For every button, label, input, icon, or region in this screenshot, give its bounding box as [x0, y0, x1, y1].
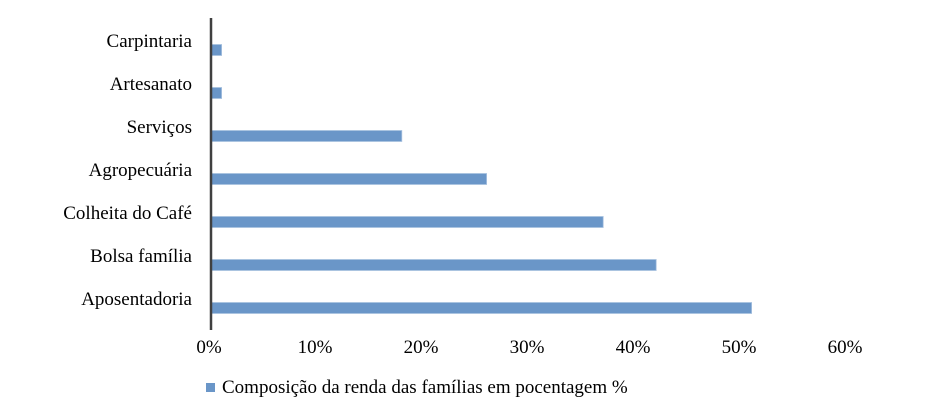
x-tick-label: 40% [616, 337, 651, 358]
bar-agropecuária [210, 173, 488, 185]
category-label: Artesanato [110, 74, 192, 95]
category-label: Agropecuária [89, 160, 193, 181]
category-label: Carpintaria [107, 31, 193, 52]
bar-carpintaria [210, 44, 223, 56]
category-label: Bolsa família [90, 246, 192, 267]
x-tick-label: 20% [404, 337, 439, 358]
category-label: Aposentadoria [81, 289, 192, 310]
x-tick-label: 60% [828, 337, 863, 358]
bar-bolsa-família [210, 259, 657, 271]
x-tick-label: 30% [510, 337, 545, 358]
legend-label: Composição da renda das famílias em poce… [222, 377, 628, 398]
bar-aposentadoria [210, 302, 752, 314]
x-tick-label: 0% [196, 337, 222, 358]
bar-serviços [210, 130, 403, 142]
category-label: Colheita do Café [63, 203, 192, 224]
bar-artesanato [210, 87, 223, 99]
x-tick-label: 10% [298, 337, 333, 358]
bar-colheita-do-café [210, 216, 604, 228]
category-label: Serviços [127, 117, 192, 138]
x-tick-label: 50% [722, 337, 757, 358]
legend-swatch [206, 383, 215, 392]
